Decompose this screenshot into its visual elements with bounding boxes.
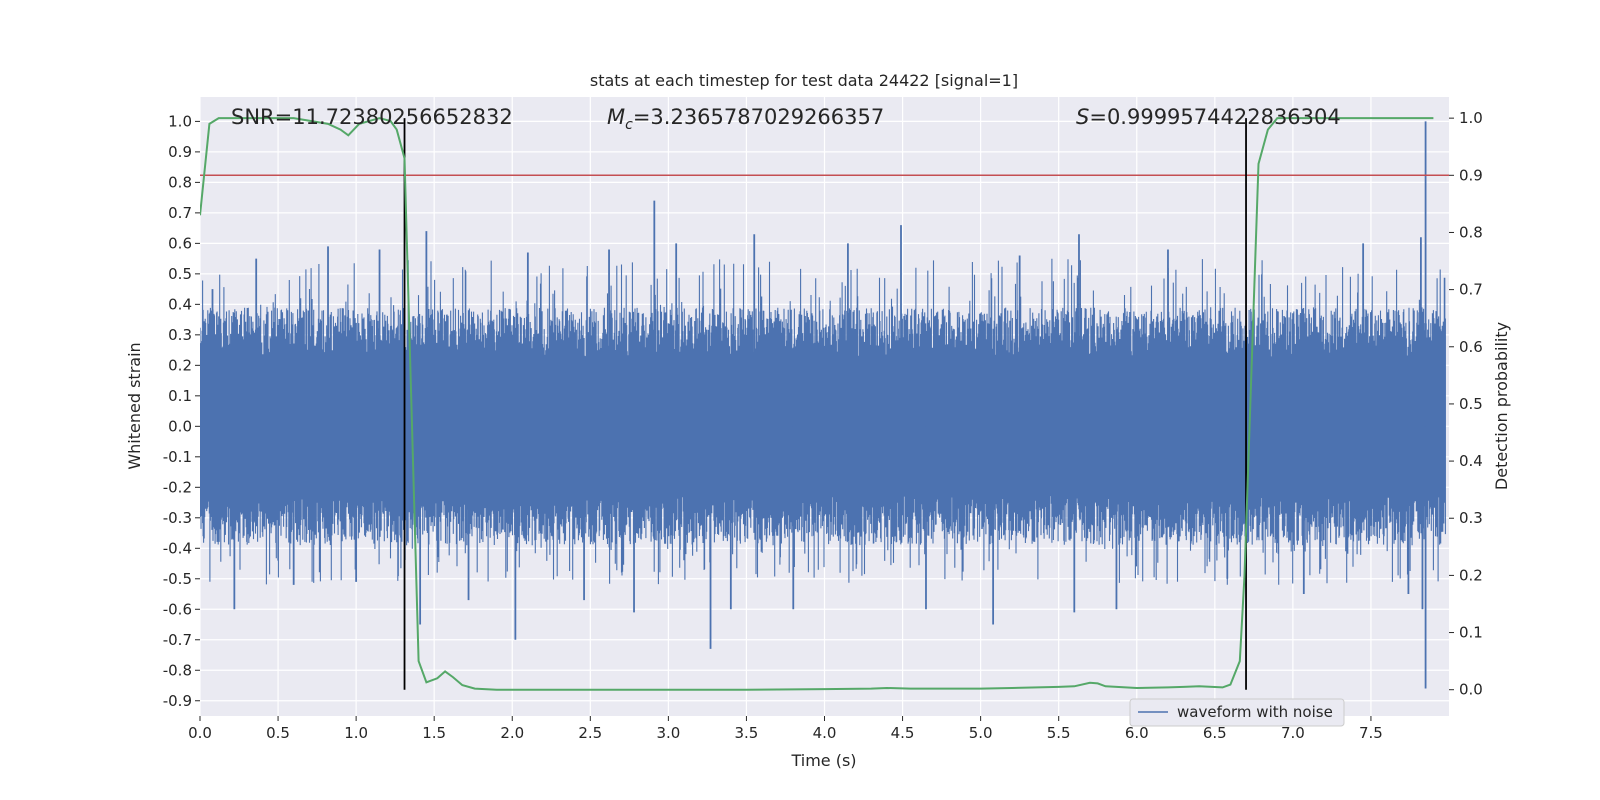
chirp-mass-subscript: c — [625, 117, 633, 133]
y-tick-label: -0.6 — [163, 600, 192, 618]
y-tick-label: -0.1 — [163, 448, 192, 466]
y-tick-label: -0.7 — [163, 631, 192, 649]
overlay — [200, 117, 1449, 691]
y-tick-label: 1.0 — [168, 112, 192, 130]
y2-tick-label: 0.4 — [1459, 452, 1483, 470]
legend-label: waveform with noise — [1177, 703, 1333, 721]
y-axis-right: 1.0 0.9 0.8 0.7 0.6 0.5 0.4 0.3 0.2 0.1 0.0 — [1449, 109, 1483, 699]
y-tick-label: 0.3 — [168, 326, 192, 344]
x-tick-label: 1.5 — [422, 724, 446, 742]
y2-tick-label: 0.2 — [1459, 566, 1483, 584]
y-tick-label: 0.1 — [168, 387, 192, 405]
statistic-symbol: S — [1076, 105, 1089, 129]
waveform-series — [200, 121, 1446, 689]
x-tick-label: 4.0 — [813, 724, 837, 742]
y2-tick-label: 1.0 — [1459, 109, 1483, 127]
x-tick-label: 6.0 — [1125, 724, 1149, 742]
chart-title: stats at each timestep for test data 244… — [590, 71, 1018, 90]
y-axis-left: 1.0 0.9 0.8 0.7 0.6 0.5 0.4 0.3 0.2 0.1 0.0 -0.1 -0.… — [163, 112, 200, 710]
y2-axis-label: Detection probability — [1492, 322, 1511, 490]
x-tick-label: 1.0 — [344, 724, 368, 742]
legend: waveform with noise — [1129, 698, 1345, 727]
x-tick-label: 2.0 — [500, 724, 524, 742]
y-axis-label: Whitened strain — [125, 342, 144, 469]
y-tick-label: 0.6 — [168, 234, 192, 252]
x-axis-label: Time (s) — [790, 751, 856, 770]
snr-annotation: SNR=11.72380256652832 — [231, 105, 513, 129]
x-tick-label: 4.5 — [891, 724, 915, 742]
x-tick-label: 7.5 — [1359, 724, 1383, 742]
x-tick-label: 3.5 — [735, 724, 759, 742]
y2-tick-label: 0.8 — [1459, 223, 1483, 241]
statistic-value: =0.9999574422836304 — [1089, 105, 1340, 129]
y-tick-label: -0.9 — [163, 692, 192, 710]
y2-tick-label: 0.1 — [1459, 624, 1483, 642]
y-tick-label: -0.3 — [163, 509, 192, 527]
y2-tick-label: 0.0 — [1459, 681, 1483, 699]
y-tick-label: 0.0 — [168, 417, 192, 435]
y-tick-label: -0.2 — [163, 478, 192, 496]
y-tick-label: 0.7 — [168, 204, 192, 222]
x-tick-label: 6.5 — [1203, 724, 1227, 742]
y2-tick-label: 0.6 — [1459, 338, 1483, 356]
y-tick-label: -0.8 — [163, 661, 192, 679]
chirp-mass-annotation: Mc=3.2365787029266357 — [607, 105, 884, 133]
x-tick-label: 7.0 — [1281, 724, 1305, 742]
x-tick-label: 3.0 — [656, 724, 680, 742]
x-tick-label: 5.0 — [969, 724, 993, 742]
y2-tick-label: 0.3 — [1459, 509, 1483, 527]
y-tick-label: 0.9 — [168, 143, 192, 161]
chirp-mass-value: =3.2365787029266357 — [633, 105, 884, 129]
y-tick-label: -0.5 — [163, 570, 192, 588]
chirp-mass-symbol: M — [607, 105, 625, 129]
x-tick-label: 0.5 — [266, 724, 290, 742]
y-tick-label: 0.4 — [168, 295, 192, 313]
detection-statistic-annotation: S=0.9999574422836304 — [1076, 105, 1341, 129]
y2-tick-label: 0.5 — [1459, 395, 1483, 413]
x-axis: 0.0 0.5 1.0 1.5 2.0 2.5 3.0 3.5 4.0 4.5 5.0 5.5 6.0 6… — [188, 716, 1383, 742]
x-tick-label: 5.5 — [1047, 724, 1071, 742]
y2-tick-label: 0.9 — [1459, 166, 1483, 184]
y-tick-label: 0.8 — [168, 173, 192, 191]
y-tick-label: -0.4 — [163, 539, 192, 557]
x-tick-label: 0.0 — [188, 724, 212, 742]
y2-tick-label: 0.7 — [1459, 281, 1483, 299]
probability-line — [200, 117, 1434, 691]
legend-box — [1129, 698, 1345, 727]
y-tick-label: 0.5 — [168, 265, 192, 283]
x-tick-label: 2.5 — [578, 724, 602, 742]
y-tick-label: 0.2 — [168, 356, 192, 374]
